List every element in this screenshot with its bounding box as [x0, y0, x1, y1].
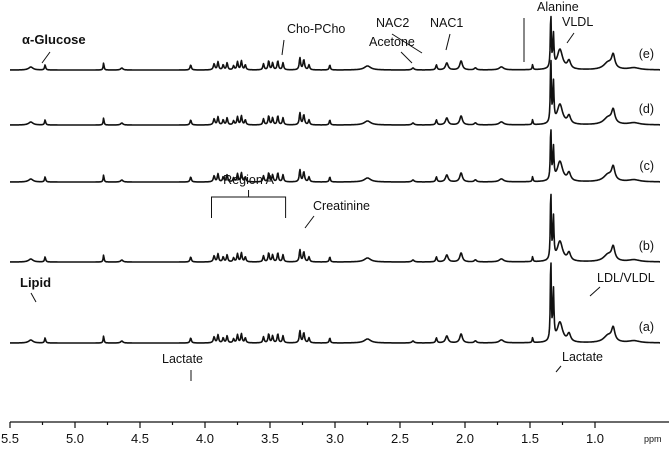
region-a-bracket — [211, 190, 287, 218]
x-axis: 5.5 5.0 4.5 4.0 3.5 3.0 2.5 2.0 1.5 1.0 ppm — [1, 421, 669, 446]
annotation-label: α-Glucose — [22, 32, 86, 47]
annotation-leader — [589, 286, 601, 297]
series-labels: (e) (d) (c) (b) (a) — [639, 47, 654, 334]
spectrum-line — [9, 129, 661, 183]
x-tick-label: 1.5 — [521, 431, 539, 446]
annotation-leader — [41, 51, 51, 64]
annotation-leader — [391, 33, 423, 54]
series-label: (e) — [639, 47, 654, 61]
x-tick-label: 3.0 — [326, 431, 344, 446]
annotation-label: Cho-PCho — [287, 22, 345, 36]
annotation-leader — [445, 33, 451, 51]
annotation-leader — [304, 215, 315, 229]
x-tick-label: 2.5 — [391, 431, 409, 446]
x-tick-label: 3.5 — [261, 431, 279, 446]
series-label: (d) — [639, 102, 654, 116]
annotation-leader — [30, 292, 37, 303]
annotations: α-Glucose Cho-PCho Acetone NAC2 NAC1 AlanineV… — [20, 0, 655, 381]
annotation-label: Lactate — [162, 352, 203, 366]
spectra-group — [9, 15, 661, 344]
spectrum-line — [9, 15, 661, 71]
spectrum-line — [9, 193, 661, 263]
annotation-label: Acetone — [369, 35, 415, 49]
annotation-label: Alanine — [537, 0, 579, 14]
annotation-label: NAC1 — [430, 16, 463, 30]
x-tick-label: 4.0 — [196, 431, 214, 446]
annotation-label: VLDL — [562, 15, 593, 29]
series-label: (b) — [639, 239, 654, 253]
annotation-label: Lactate — [562, 350, 603, 364]
x-axis-unit-label: ppm — [644, 434, 662, 444]
x-tick-label: 5.5 — [1, 431, 19, 446]
annotation-leader — [555, 365, 562, 373]
x-tick-label: 1.0 — [586, 431, 604, 446]
series-label: (a) — [639, 320, 654, 334]
x-tick-label: 5.0 — [66, 431, 84, 446]
annotation-label: Region A — [223, 173, 274, 187]
annotation-label: Creatinine — [313, 199, 370, 213]
series-label: (c) — [639, 159, 654, 173]
annotation-leader — [566, 32, 575, 44]
x-tick-label: 4.5 — [131, 431, 149, 446]
x-tick-label: 2.0 — [456, 431, 474, 446]
spectrum-line — [9, 262, 661, 344]
annotation-label: NAC2 — [376, 16, 409, 30]
annotation-leader — [281, 39, 285, 56]
annotation-label: LDL/VLDL — [597, 271, 655, 285]
spectrum-line — [9, 59, 661, 126]
annotation-label: Lipid — [20, 275, 51, 290]
annotation-leader — [400, 51, 413, 64]
x-ticks: 5.5 5.0 4.5 4.0 3.5 3.0 2.5 2.0 1.5 1.0 — [1, 422, 604, 446]
